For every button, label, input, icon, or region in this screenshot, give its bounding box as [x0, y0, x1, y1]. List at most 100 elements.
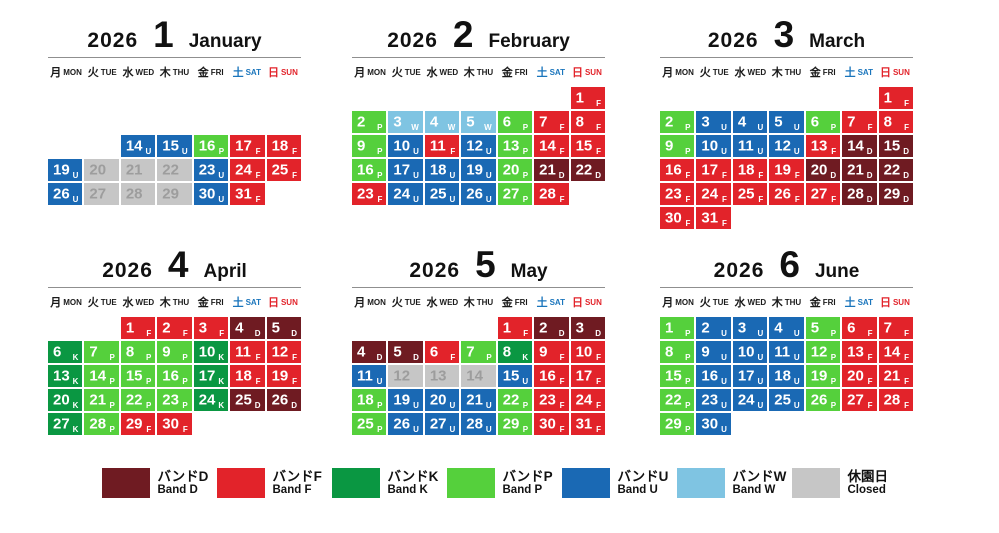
day-cell-april-27: 27 K	[48, 413, 83, 435]
empty-day-cell	[230, 111, 264, 133]
day-cell-january-25: 25 F	[266, 159, 301, 181]
day-number: 18	[271, 137, 289, 155]
legend-label: バンドD Band D	[158, 469, 209, 498]
weekday-wed: 水 WED	[732, 294, 768, 310]
band-letter: U	[485, 147, 492, 156]
band-letter: U	[413, 171, 419, 180]
day-number: 5	[466, 113, 475, 131]
legend-swatch-band-u	[561, 468, 610, 498]
day-cell-june-23: 23 U	[696, 389, 731, 411]
day-number: 16	[701, 367, 719, 385]
weekday-kanji: 日	[267, 297, 279, 309]
weekday-kanji: 火	[87, 67, 99, 79]
day-cell-march-24: 24 F	[696, 183, 731, 205]
day-cell-april-17: 17 K	[193, 365, 229, 387]
day-cell-march-19: 19 F	[769, 159, 804, 181]
empty-day-cell	[267, 111, 301, 133]
day-number: 20	[53, 391, 70, 409]
day-number: 10	[393, 137, 411, 155]
band-letter: U	[721, 123, 727, 132]
day-number: 29	[883, 185, 901, 203]
day-number: 8	[883, 113, 892, 131]
day-cell-june-24: 24 U	[732, 389, 768, 411]
weekday-abbr: THU	[172, 67, 190, 77]
weekday-kanji: 水	[426, 297, 438, 309]
weekday-kanji: 日	[267, 67, 279, 79]
day-number: 26	[774, 185, 791, 203]
legend-swatch-band-p	[446, 468, 495, 498]
band-letter: F	[292, 171, 297, 180]
weekday-kanji: 木	[771, 67, 783, 79]
band-letter: F	[182, 425, 188, 434]
band-letter: P	[830, 353, 837, 362]
weekday-kanji: 火	[699, 67, 711, 79]
band-letter: F	[377, 195, 383, 204]
month-number: 6	[779, 244, 800, 285]
empty-day-cell	[194, 413, 228, 435]
day-number: 26	[466, 185, 483, 203]
legend-label-en: Band F	[272, 484, 312, 497]
day-number: 30	[701, 415, 719, 433]
day-number: 15	[883, 137, 901, 155]
day-cell-february-23: 23 F	[352, 183, 387, 205]
day-cell-april-28: 28 P	[84, 413, 119, 435]
band-letter: U	[757, 329, 764, 338]
day-cell-january-27: 27	[84, 183, 119, 205]
day-cell-february-14: 14 F	[534, 135, 569, 157]
day-cell-april-10: 10 K	[193, 341, 229, 363]
day-cell-march-26: 26 F	[769, 183, 804, 205]
day-cell-april-29: 29 F	[120, 413, 156, 435]
day-cell-may-21: 21 U	[461, 389, 496, 411]
day-number: 22	[575, 161, 593, 179]
day-number: 28	[847, 185, 864, 203]
empty-day-cell	[230, 413, 264, 435]
day-cell-march-12: 12 U	[769, 135, 804, 157]
day-cell-february-24: 24 U	[388, 183, 423, 205]
day-number: 12	[466, 137, 483, 155]
band-letter: F	[255, 171, 261, 180]
day-number: 28	[539, 185, 556, 203]
empty-day-cell	[48, 87, 82, 109]
day-cell-january-18: 18 F	[266, 135, 301, 157]
day-number: 22	[502, 391, 520, 409]
band-letter: F	[450, 353, 456, 362]
weekday-kanji: 金	[197, 297, 209, 309]
weekday-kanji: 金	[501, 297, 513, 309]
band-letter: U	[218, 171, 225, 180]
day-number: 29	[125, 415, 143, 433]
band-letter: P	[685, 123, 691, 132]
month-february: 2026 2 February 月 MON 火 TUE 水 WED 木 THU 金 FRI 土 SAT 日 SU…	[352, 16, 605, 205]
month-number: 3	[773, 14, 795, 55]
band-letter: F	[904, 401, 909, 410]
day-number: 9	[701, 343, 710, 361]
weekday-abbr: TUE	[404, 297, 421, 307]
weekday-abbr: WED	[747, 67, 767, 77]
empty-day-cell	[157, 111, 191, 133]
band-letter: W	[447, 123, 456, 132]
day-cell-january-30: 30 U	[193, 183, 229, 205]
weekday-wed: 水 WED	[120, 64, 156, 80]
weekday-abbr: WED	[135, 67, 155, 77]
weekday-tue: 火 TUE	[84, 294, 120, 310]
day-number: 17	[198, 367, 216, 385]
band-letter: U	[757, 401, 764, 410]
day-number: 17	[393, 161, 411, 179]
band-letter: U	[72, 171, 79, 180]
band-letter: U	[449, 171, 456, 180]
month-year: 2026	[707, 29, 759, 52]
weekday-abbr: TUE	[712, 67, 729, 77]
band-letter: F	[146, 329, 152, 338]
day-cell-february-16: 16 P	[352, 159, 387, 181]
day-cell-may-25: 25 P	[352, 413, 387, 435]
weekday-abbr: FRI	[514, 297, 528, 307]
day-number: 14	[125, 137, 143, 155]
